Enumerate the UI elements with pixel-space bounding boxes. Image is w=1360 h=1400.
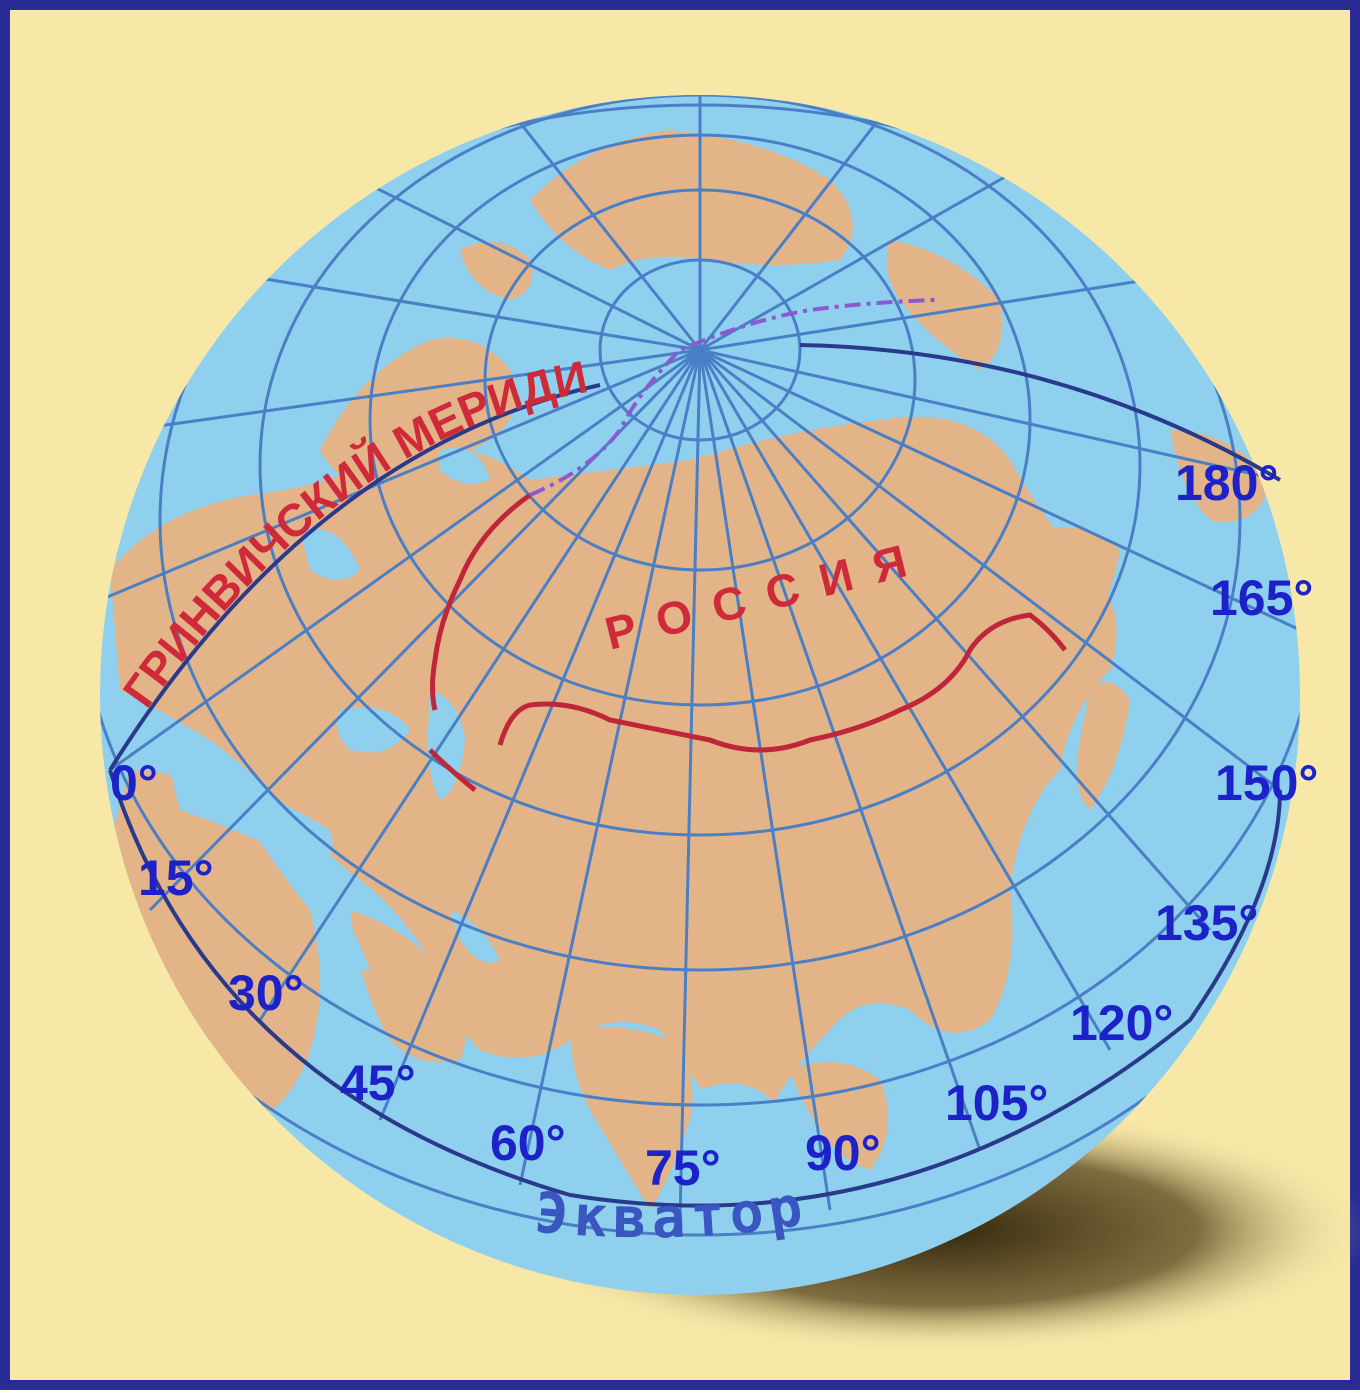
greenwich-meridian-line — [108, 383, 601, 772]
dateline-line — [799, 343, 1282, 482]
arabia — [350, 910, 467, 1063]
red-sea — [310, 880, 370, 971]
meridian-label-30: 30° — [228, 965, 304, 1021]
japan — [1076, 682, 1130, 810]
meridian-label-45: 45° — [340, 1055, 416, 1111]
eurasia — [110, 416, 1117, 1123]
equator-label: Экватор — [532, 1173, 812, 1251]
africa — [110, 770, 320, 1120]
meridian-label-105: 105° — [945, 1075, 1048, 1131]
white-sea — [440, 448, 490, 484]
arctic-canada — [886, 240, 1003, 370]
meridian-label-15: 15° — [138, 850, 214, 906]
baltic-sea — [300, 528, 360, 580]
russia-border — [428, 492, 1067, 792]
black-sea — [336, 707, 410, 753]
meridian-label-60: 60° — [490, 1115, 566, 1171]
lat-long-grid — [100, 95, 1300, 1295]
meridian-label-180: 180° — [1175, 455, 1278, 511]
russia-sea-border — [529, 298, 936, 497]
meridian-label-120: 120° — [1070, 995, 1173, 1051]
meridian-label-135: 135° — [1155, 895, 1258, 951]
kamchatka — [1050, 527, 1120, 630]
meridian-label-165: 165° — [1210, 570, 1313, 626]
meridian-degree-labels: 0° 15° 30° 45° 60° 75° 90° 105° 120° 135… — [110, 455, 1318, 1196]
globe-map: ГРИНВИЧСКИЙ МЕРИДИАН РОССИЯ Экватор 0° 1… — [10, 10, 1360, 1355]
equator-line — [108, 769, 1282, 1208]
landmasses — [110, 130, 1270, 1210]
inland-waters — [170, 448, 780, 1152]
indochina — [790, 1062, 888, 1170]
bay-of-bengal — [700, 1083, 780, 1152]
meridian-label-150: 150° — [1215, 755, 1318, 811]
meridian-label-90: 90° — [805, 1125, 881, 1181]
meridian-label-75: 75° — [645, 1140, 721, 1196]
india — [570, 1026, 693, 1210]
mediterranean — [170, 770, 333, 865]
meridian-label-0: 0° — [110, 755, 158, 811]
alaska — [1170, 430, 1270, 522]
